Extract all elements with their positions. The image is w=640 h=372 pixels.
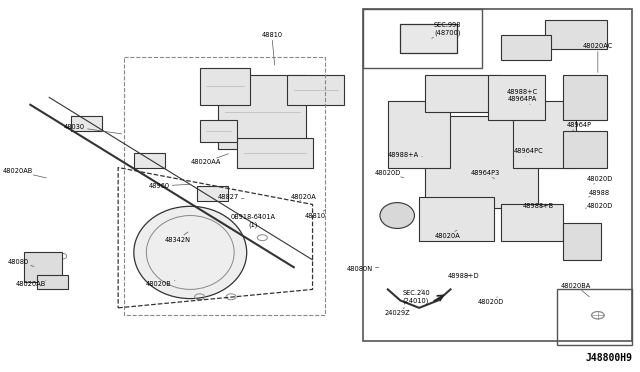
Bar	[557, 289, 632, 345]
Bar	[363, 9, 482, 68]
Bar	[134, 153, 165, 167]
Text: SEC.998
(48700): SEC.998 (48700)	[432, 22, 461, 38]
Ellipse shape	[134, 206, 246, 299]
Text: 48810: 48810	[261, 32, 282, 65]
Text: 48964PC: 48964PC	[514, 148, 544, 157]
Text: 48827: 48827	[217, 194, 244, 200]
Text: 48020AC: 48020AC	[583, 43, 613, 73]
Bar	[500, 205, 563, 241]
Text: 48988+D: 48988+D	[447, 273, 479, 279]
Bar	[24, 253, 61, 282]
Text: 48988+A: 48988+A	[388, 152, 422, 158]
Text: 48020AA: 48020AA	[191, 154, 228, 165]
Text: 48030: 48030	[64, 124, 122, 134]
Bar	[287, 75, 344, 105]
Text: 48020AB: 48020AB	[3, 168, 47, 178]
Text: 48020BA: 48020BA	[561, 283, 591, 297]
Text: 48020B: 48020B	[146, 281, 175, 287]
Bar	[419, 197, 494, 241]
Bar	[545, 20, 607, 49]
Text: J48800H9: J48800H9	[586, 353, 632, 363]
Bar	[563, 223, 601, 260]
Text: 48964P3: 48964P3	[470, 170, 500, 179]
Text: 48020A: 48020A	[435, 230, 460, 239]
Bar	[200, 68, 250, 105]
Bar	[71, 116, 102, 131]
Bar	[426, 75, 500, 112]
Text: 48080: 48080	[7, 259, 34, 266]
Text: 48960: 48960	[148, 183, 191, 189]
Text: 48080N: 48080N	[346, 266, 379, 272]
Bar	[500, 35, 551, 61]
Text: 48988+B: 48988+B	[523, 203, 554, 209]
Text: SEC.240
(24010): SEC.240 (24010)	[402, 289, 430, 304]
Bar	[237, 138, 312, 167]
Bar	[218, 75, 307, 149]
Text: 48342N: 48342N	[164, 232, 191, 243]
Text: 48020D: 48020D	[478, 297, 504, 305]
Text: 48964P: 48964P	[566, 122, 591, 131]
Bar	[36, 275, 68, 289]
Text: 48020D: 48020D	[587, 176, 613, 184]
Text: 48020D: 48020D	[374, 170, 404, 178]
Bar	[513, 101, 576, 167]
Bar	[196, 186, 228, 201]
Text: 48810: 48810	[305, 209, 326, 218]
Text: 24029Z: 24029Z	[385, 308, 410, 316]
Bar	[200, 119, 237, 142]
Bar	[426, 116, 538, 208]
Bar	[488, 75, 545, 119]
Text: 0B918-6401A
(1): 0B918-6401A (1)	[230, 214, 275, 228]
Bar	[563, 131, 607, 167]
Bar	[563, 75, 607, 119]
Text: 48988: 48988	[588, 190, 611, 197]
Ellipse shape	[380, 203, 415, 228]
Bar	[388, 101, 451, 167]
Bar	[363, 9, 632, 341]
Bar	[401, 23, 457, 53]
Text: 48020A: 48020A	[291, 194, 316, 201]
Text: 48988+C
48964PA: 48988+C 48964PA	[507, 89, 538, 105]
Text: 48020AB: 48020AB	[15, 280, 46, 287]
Text: 48020D: 48020D	[586, 203, 613, 209]
